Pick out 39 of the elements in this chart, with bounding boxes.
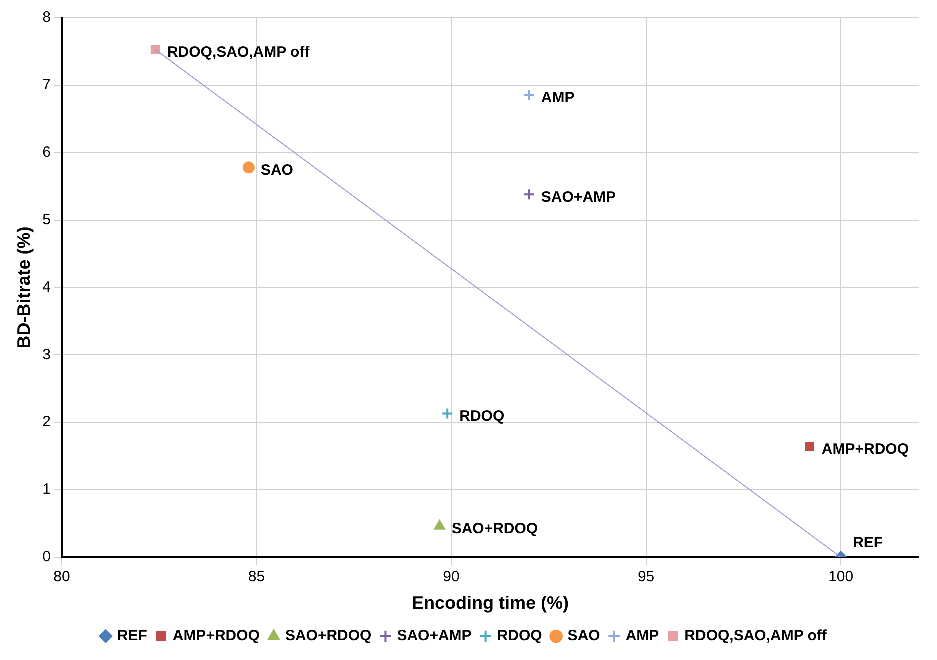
point bbox=[523, 90, 536, 102]
y-tick-label: 7 bbox=[42, 76, 51, 94]
text: AMP bbox=[541, 90, 575, 107]
x-tick-label: 95 bbox=[638, 568, 655, 586]
legend-label: SAO+RDOQ bbox=[285, 628, 372, 645]
x-tick-label: 85 bbox=[248, 568, 266, 586]
x-axis-title: Encoding time (%) bbox=[412, 593, 569, 614]
y-tick-label: 1 bbox=[42, 481, 51, 498]
y-tick-label: 3 bbox=[42, 346, 51, 364]
point bbox=[805, 442, 814, 452]
legend-label: RDOQ,SAO,AMP off bbox=[684, 628, 828, 645]
y-tick-label: 4 bbox=[42, 278, 51, 296]
legend-label: SAO bbox=[568, 628, 601, 645]
y-tick-label: 0 bbox=[42, 548, 51, 566]
x-tick-label: 90 bbox=[443, 568, 460, 586]
text: SAO+RDOQ bbox=[452, 520, 538, 538]
x-tick-label: 100 bbox=[828, 568, 854, 586]
point bbox=[434, 520, 446, 530]
point bbox=[523, 188, 536, 201]
point bbox=[242, 162, 255, 174]
y-tick-label: 8 bbox=[42, 9, 51, 26]
point bbox=[150, 45, 160, 54]
y-tick-label: 5 bbox=[42, 211, 51, 228]
text: RDOQ,SAO,AMP off bbox=[167, 44, 310, 61]
text: RDOQ bbox=[460, 408, 505, 425]
legend-label: AMP+RDOQ bbox=[172, 628, 260, 645]
legend-label: RDOQ bbox=[497, 628, 543, 645]
y-tick-label: 2 bbox=[42, 414, 51, 431]
y-tick-label: 6 bbox=[42, 144, 51, 161]
legend-label: REF bbox=[117, 628, 148, 645]
legend-label: SAO+AMP bbox=[397, 628, 472, 645]
x-tick-label: 80 bbox=[54, 568, 70, 586]
y-axis-title: BD-Bitrate (%) bbox=[14, 226, 34, 349]
text: SAO bbox=[260, 162, 294, 179]
legend-label: AMP bbox=[626, 628, 660, 645]
text: SAO+AMP bbox=[541, 188, 616, 206]
point bbox=[442, 408, 454, 420]
text: AMP+RDOQ bbox=[822, 440, 910, 458]
text: REF bbox=[853, 534, 884, 552]
